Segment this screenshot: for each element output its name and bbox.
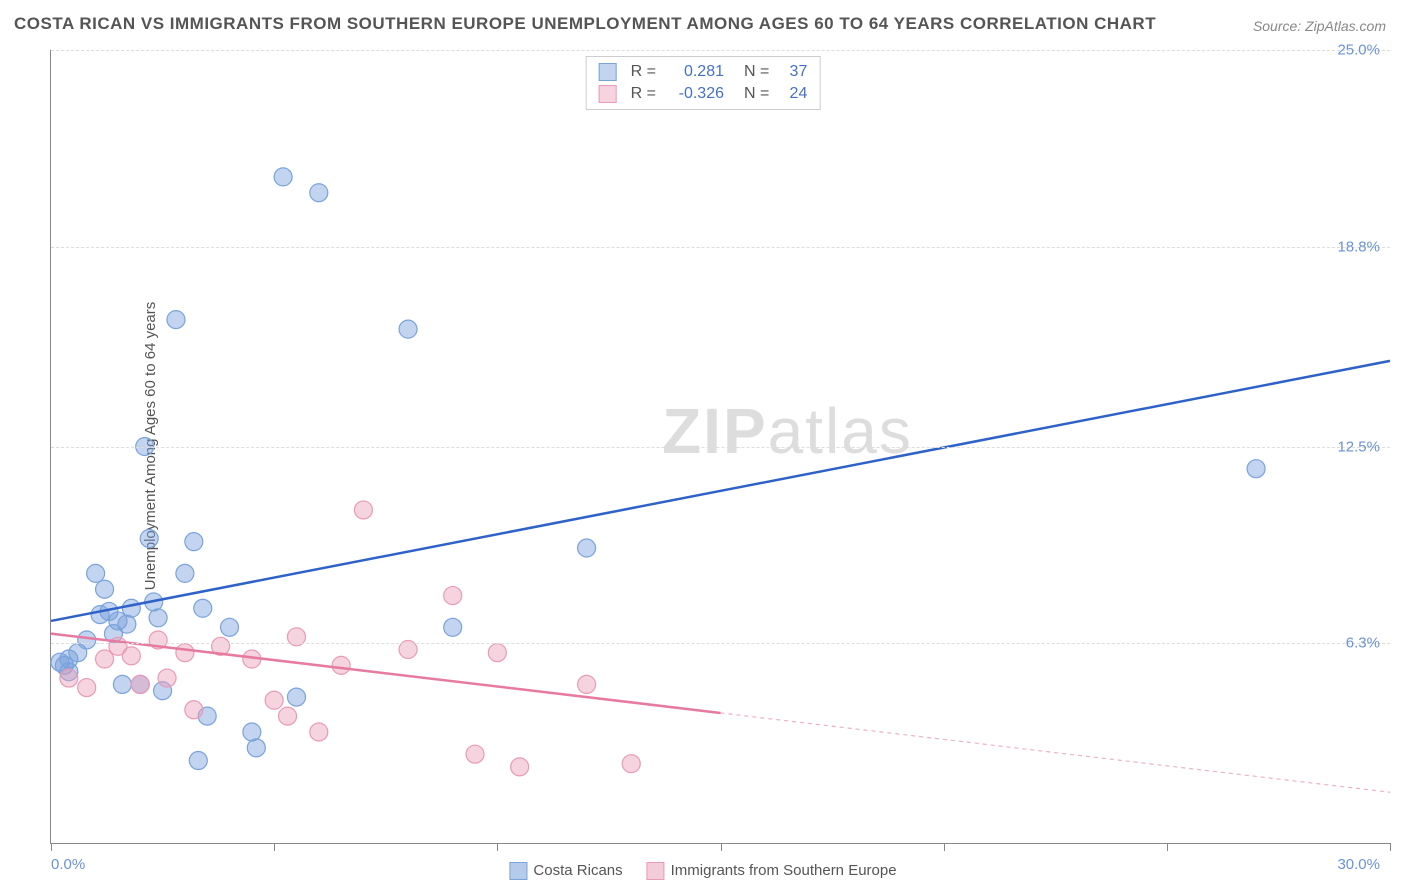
data-point (578, 539, 596, 557)
r-label: R = (631, 63, 656, 81)
r-value: -0.326 (664, 85, 724, 103)
data-point (87, 564, 105, 582)
data-point (622, 755, 640, 773)
data-point (122, 647, 140, 665)
regression-line (51, 634, 721, 713)
legend-swatch (647, 862, 665, 880)
data-point (140, 529, 158, 547)
x-tick (274, 843, 275, 851)
n-value: 24 (777, 85, 807, 103)
legend-row: R = -0.326 N = 24 (599, 83, 808, 105)
data-point (310, 184, 328, 202)
regression-line-extrapolated (721, 713, 1391, 792)
x-axis-max-label: 30.0% (1337, 856, 1380, 873)
data-point (444, 587, 462, 605)
data-point (185, 701, 203, 719)
x-tick (51, 843, 52, 851)
data-point (466, 745, 484, 763)
x-axis-min-label: 0.0% (51, 856, 85, 873)
chart-title: COSTA RICAN VS IMMIGRANTS FROM SOUTHERN … (14, 14, 1156, 34)
x-tick (1390, 843, 1391, 851)
data-point (287, 688, 305, 706)
legend-label: Costa Ricans (533, 862, 622, 879)
plot-area: ZIPatlas 0.0% 30.0% 6.3%12.5%18.8%25.0% (50, 50, 1390, 844)
gridline (51, 643, 1390, 644)
correlation-legend: R = 0.281 N = 37 R = -0.326 N = 24 (586, 56, 821, 110)
gridline (51, 50, 1390, 51)
data-point (176, 564, 194, 582)
data-point (78, 631, 96, 649)
x-tick (721, 843, 722, 851)
data-point (60, 669, 78, 687)
x-tick (1167, 843, 1168, 851)
data-point (243, 723, 261, 741)
data-point (78, 679, 96, 697)
data-point (149, 609, 167, 627)
legend-label: Immigrants from Southern Europe (671, 862, 897, 879)
n-label: N = (744, 85, 769, 103)
data-point (122, 599, 140, 617)
data-point (279, 707, 297, 725)
data-point (399, 320, 417, 338)
r-value: 0.281 (664, 63, 724, 81)
gridline (51, 247, 1390, 248)
data-point (444, 618, 462, 636)
x-tick (497, 843, 498, 851)
data-point (247, 739, 265, 757)
data-point (1247, 460, 1265, 478)
legend-row: R = 0.281 N = 37 (599, 61, 808, 83)
y-tick-label: 12.5% (1337, 438, 1380, 455)
data-point (158, 669, 176, 687)
data-point (578, 675, 596, 693)
legend-swatch (509, 862, 527, 880)
chart-container: COSTA RICAN VS IMMIGRANTS FROM SOUTHERN … (0, 0, 1406, 892)
source-attribution: Source: ZipAtlas.com (1253, 18, 1386, 34)
data-point (488, 644, 506, 662)
legend-item: Costa Ricans (509, 862, 622, 880)
data-point (167, 311, 185, 329)
data-point (131, 675, 149, 693)
data-point (274, 168, 292, 186)
data-point (96, 580, 114, 598)
n-value: 37 (777, 63, 807, 81)
data-point (176, 644, 194, 662)
legend-swatch (599, 85, 617, 103)
y-tick-label: 18.8% (1337, 238, 1380, 255)
legend-item: Immigrants from Southern Europe (647, 862, 897, 880)
r-label: R = (631, 85, 656, 103)
data-point (332, 656, 350, 674)
gridline (51, 447, 1390, 448)
data-point (189, 752, 207, 770)
y-tick-label: 25.0% (1337, 42, 1380, 59)
data-point (265, 691, 283, 709)
data-point (221, 618, 239, 636)
data-point (354, 501, 372, 519)
regression-line (51, 361, 1390, 621)
data-point (118, 615, 136, 633)
data-point (511, 758, 529, 776)
data-point (185, 533, 203, 551)
data-point (113, 675, 131, 693)
legend-swatch (599, 63, 617, 81)
x-tick (944, 843, 945, 851)
n-label: N = (744, 63, 769, 81)
data-point (310, 723, 328, 741)
series-legend: Costa Ricans Immigrants from Southern Eur… (509, 862, 896, 880)
data-point (194, 599, 212, 617)
y-tick-label: 6.3% (1346, 635, 1380, 652)
